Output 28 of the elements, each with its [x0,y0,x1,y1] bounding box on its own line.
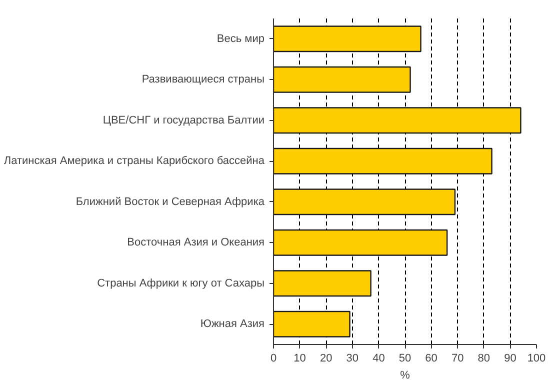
x-tick-label: 0 [270,352,277,364]
bar [274,270,372,297]
x-tick-label: 90 [504,352,516,364]
y-tick-label: Латинская Америка и страны Карибского бассейна [4,155,266,168]
x-tick-label: 20 [320,352,332,364]
bar [274,310,350,338]
x-tick-label: 100 [527,352,546,364]
y-tick-label: Развивающиеся страны [142,74,265,86]
bar [274,148,492,174]
bar [274,26,422,52]
x-tick-label: 10 [294,352,306,364]
y-tick-label: ЦВЕ/СНГ и государства Балтии [102,114,265,126]
x-tick-label: 60 [425,352,438,364]
y-tick-label: Восточная Азия и Океания [127,236,265,249]
bar [274,188,456,216]
x-tick-label: 70 [451,352,464,364]
bar [274,66,411,93]
bar [274,107,522,134]
x-tick-label: 50 [398,352,412,364]
y-tick-label: Весь мир [216,32,265,45]
bar [274,229,448,256]
y-tick-label: Ближний Восток и Северная Африка [76,196,266,208]
x-axis-title: % [400,370,410,382]
x-tick-label: 30 [346,352,359,364]
y-tick-label: Страны Африки к югу от Сахары [97,277,265,290]
x-tick-label: 40 [372,352,385,364]
x-tick-label: 80 [478,352,490,364]
y-tick-label: Южная Азия [200,318,265,330]
